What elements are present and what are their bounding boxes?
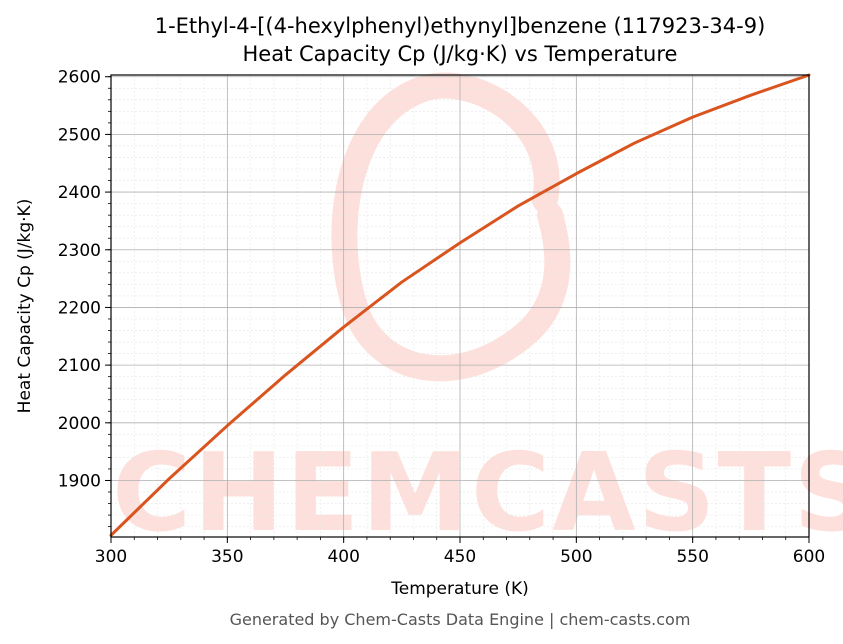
y-tick-label: 2200 xyxy=(58,298,101,318)
watermark: CHEMCASTS xyxy=(112,72,843,556)
x-tick-label: 350 xyxy=(211,547,243,567)
y-tick-label: 2500 xyxy=(58,125,101,145)
footer-text: Generated by Chem-Casts Data Engine | ch… xyxy=(230,610,691,629)
chart-subtitle: Heat Capacity Cp (J/kg·K) vs Temperature xyxy=(243,42,678,66)
series-line xyxy=(109,73,811,537)
chart-title: 1-Ethyl-4-[(4-hexylphenyl)ethynyl]benzen… xyxy=(155,14,766,38)
y-tick-label: 1900 xyxy=(58,471,101,491)
y-axis-label: Heat Capacity Cp (J/kg·K) xyxy=(15,199,35,414)
x-tick-label: 500 xyxy=(560,547,592,567)
y-tick-label: 2300 xyxy=(58,241,101,261)
y-tick-label: 2400 xyxy=(58,183,101,203)
y-tick-label: 2100 xyxy=(58,356,101,376)
y-axis: 1900 2000 2100 2200 2300 2400 2500 2600 xyxy=(58,68,111,528)
x-tick-label: 600 xyxy=(793,547,825,567)
watermark-text: CHEMCASTS xyxy=(112,431,843,556)
x-tick-label: 300 xyxy=(95,547,127,567)
watermark-swirl xyxy=(331,72,571,382)
x-axis-label: Temperature (K) xyxy=(390,579,529,599)
x-tick-label: 450 xyxy=(444,547,476,567)
y-tick-label: 2600 xyxy=(58,68,101,88)
x-axis: 300 350 400 450 500 550 600 xyxy=(95,537,825,567)
x-tick-label: 550 xyxy=(676,547,708,567)
x-tick-label: 400 xyxy=(327,547,359,567)
y-tick-label: 2000 xyxy=(58,414,101,434)
